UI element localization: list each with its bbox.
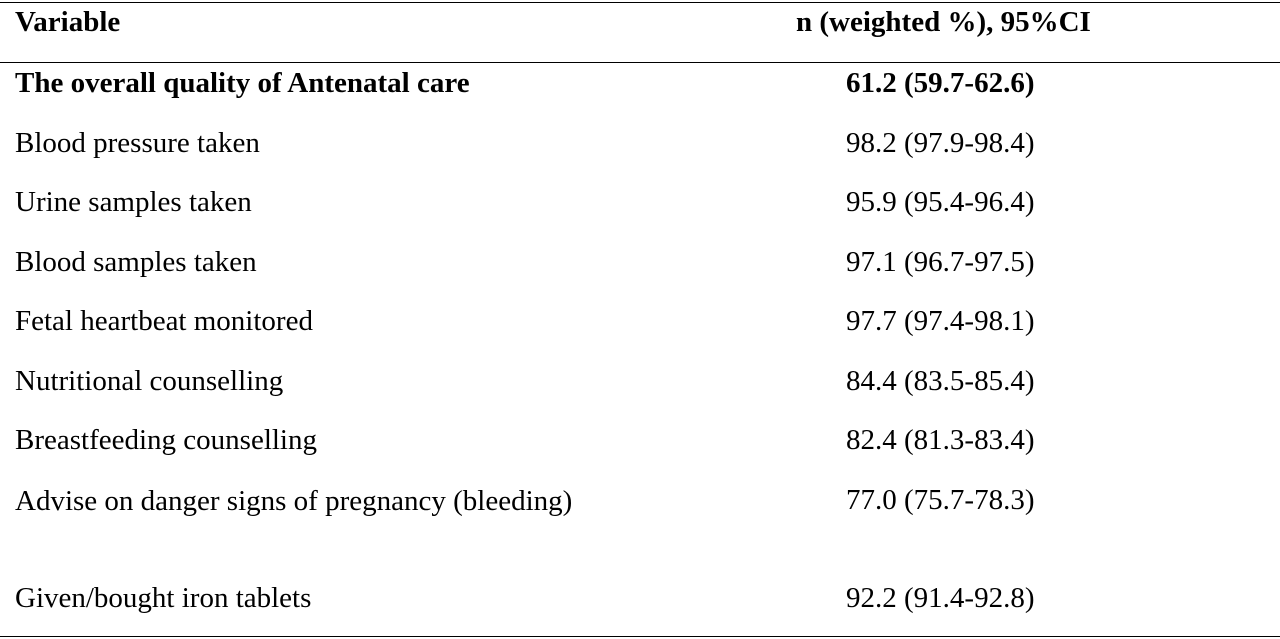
row-variable: Fetal heartbeat monitored: [15, 305, 313, 337]
row-variable: Nutritional counselling: [15, 365, 284, 397]
row-variable: Advise on danger signs of pregnancy (ble…: [15, 485, 573, 517]
row-variable: Breastfeeding counselling: [15, 424, 317, 456]
row-variable: Urine samples taken: [15, 186, 252, 218]
row-value: 97.1 (96.7-97.5): [846, 246, 1035, 278]
row-value: 77.0 (75.7-78.3): [846, 484, 1035, 516]
header-variable: Variable: [15, 6, 121, 38]
row-value: 95.9 (95.4-96.4): [846, 186, 1035, 218]
row-variable: Given/bought iron tablets: [15, 582, 312, 614]
header-value: n (weighted %), 95%CI: [796, 6, 1091, 38]
table-top-rule: [0, 2, 1280, 3]
row-variable: The overall quality of Antenatal care: [15, 67, 470, 99]
row-value: 97.7 (97.4-98.1): [846, 305, 1035, 337]
table-bottom-rule: [0, 636, 1280, 637]
table-header-rule: [0, 62, 1280, 63]
row-value: 82.4 (81.3-83.4): [846, 424, 1035, 456]
row-value: 61.2 (59.7-62.6): [846, 67, 1035, 99]
row-value: 98.2 (97.9-98.4): [846, 127, 1035, 159]
row-value: 84.4 (83.5-85.4): [846, 365, 1035, 397]
row-variable: Blood pressure taken: [15, 127, 260, 159]
row-value: 92.2 (91.4-92.8): [846, 582, 1035, 614]
row-variable: Blood samples taken: [15, 246, 257, 278]
